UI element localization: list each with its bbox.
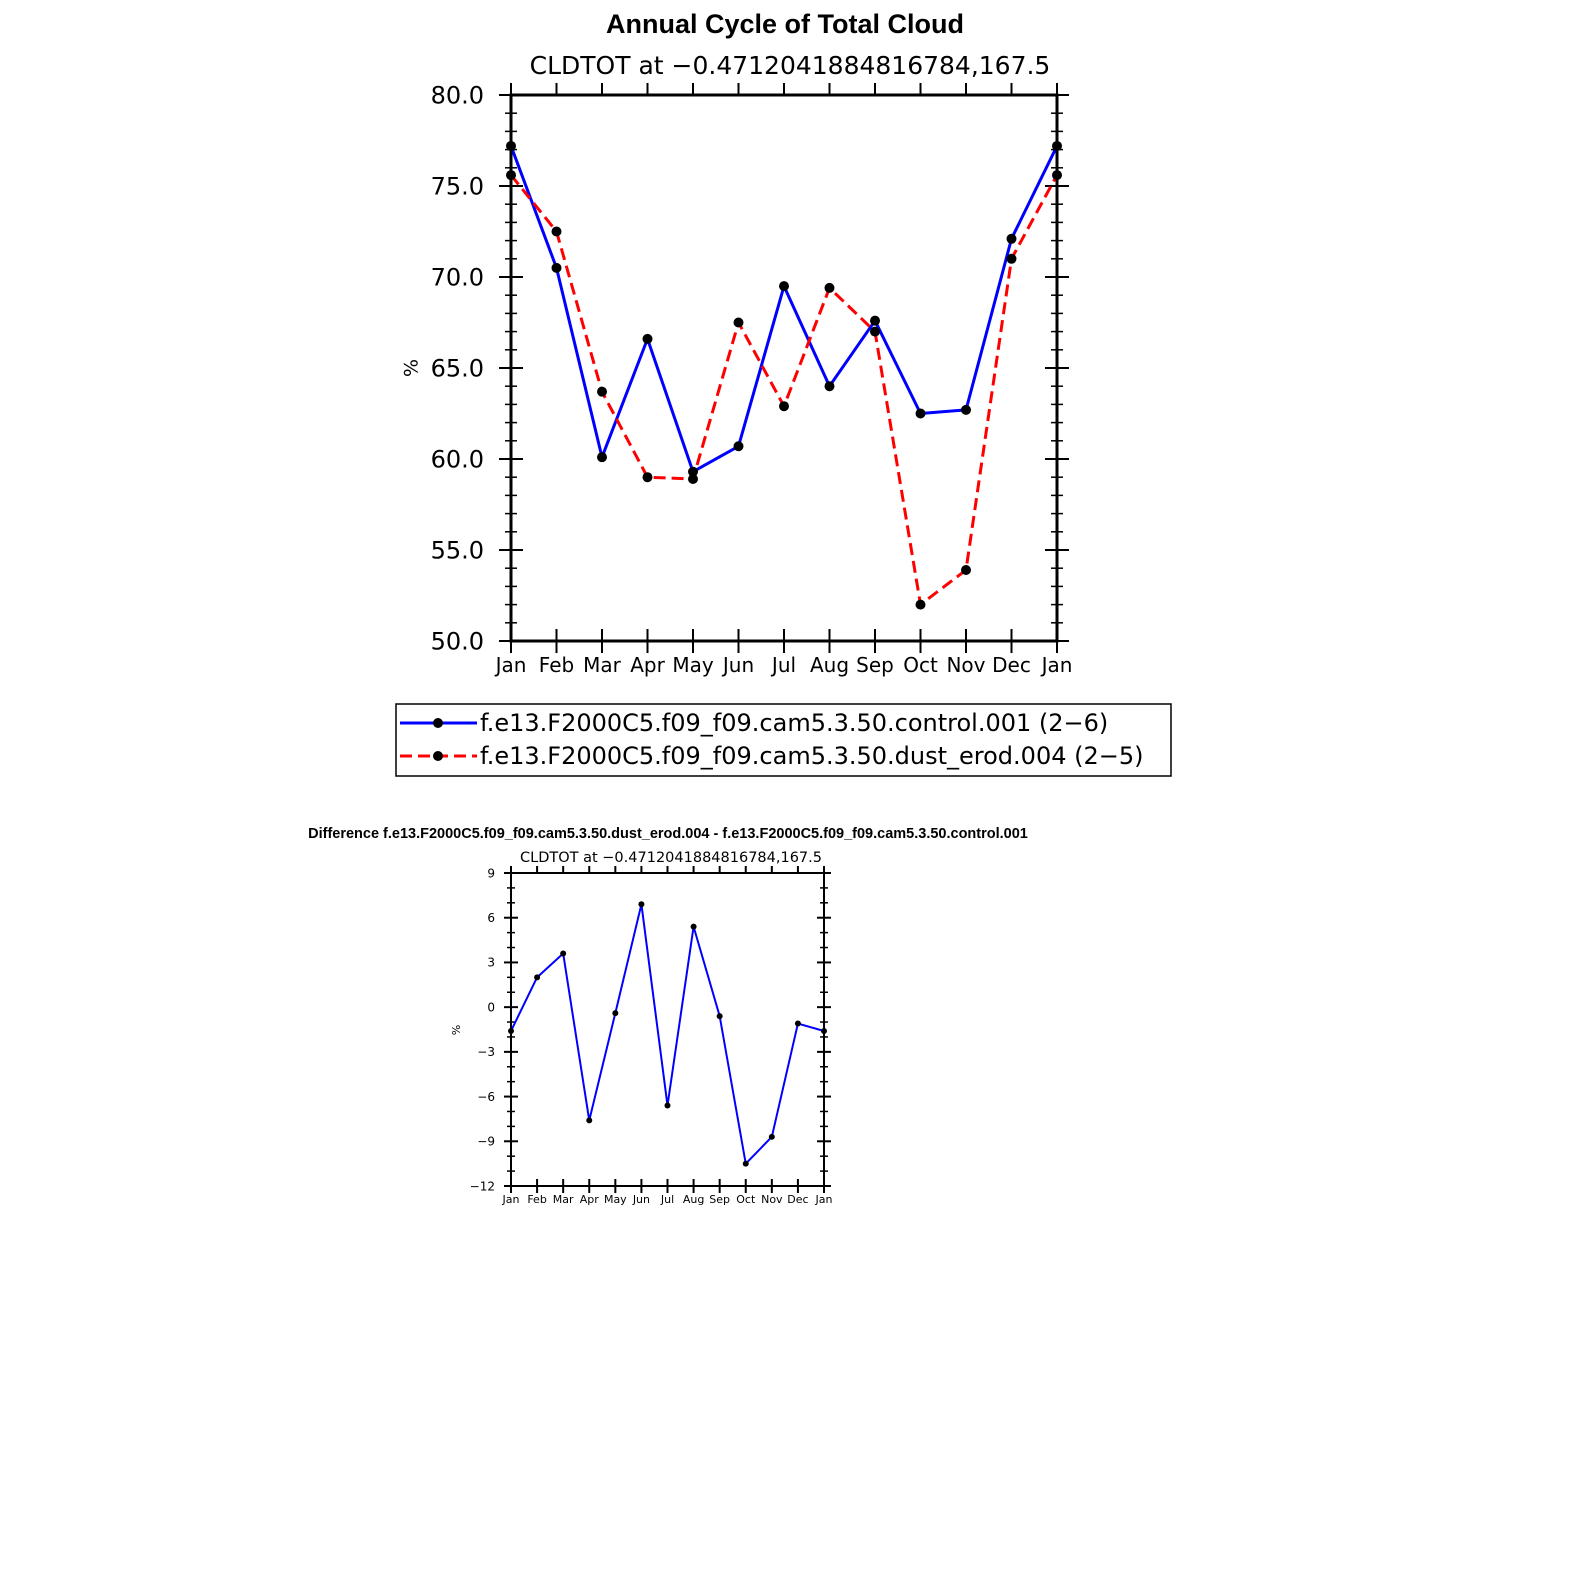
legend-control-label: f.e13.F2000C5.f09_f09.cam5.3.50.control.… [480,709,1108,737]
top-chart-subtitle: CLDTOT at −0.4712041884816784,167.5 [530,51,1051,80]
top-chart-data-point [824,381,835,392]
top-chart-ytick-label: 75.0 [431,173,484,201]
bottom-chart-data-point [586,1117,593,1124]
top-chart-series-line-1 [509,145,1059,474]
top-chart-data-point [779,401,789,412]
top-chart-data-point [551,262,562,273]
top-chart-xtick-label: Jun [721,653,754,677]
top-chart-ytick-label: 60.0 [431,446,484,474]
top-chart-data-point [870,315,880,326]
top-chart-xtick-label: Jan [1040,653,1073,677]
bottom-chart-data-point [638,901,645,908]
bottom-chart-ytick-label: 3 [487,956,495,970]
bottom-chart-xtick-label: Jan [815,1193,833,1206]
top-chart-series-line-2 [509,174,1059,607]
bottom-chart-series [508,901,827,1167]
top-chart-data-point [915,408,926,419]
bottom-chart-ytick-label: 6 [487,911,495,925]
bottom-chart-xtick-label: Mar [553,1193,574,1206]
top-chart-frame [509,93,1059,643]
top-chart-xtick-label: Nov [946,653,985,677]
top-chart-ytick-label: 50.0 [431,628,484,656]
bottom-chart-ytick-label: −6 [477,1090,495,1104]
bottom-chart-xtick-label: Feb [527,1193,546,1206]
bottom-chart-xtick-label: Jan [502,1193,520,1206]
bottom-chart-ylabel: % [450,1025,463,1035]
top-chart-data-point [733,441,744,452]
top-chart-xtick-label: Feb [539,653,574,677]
top-chart-data-point [551,226,562,237]
bottom-chart-xtick-label: Aug [683,1193,704,1206]
bottom-chart-xtick-label: Jul [660,1193,674,1206]
top-chart-data-point [733,317,744,328]
top-chart-xtick-label: Mar [583,653,622,677]
bottom-chart-data-point [612,1010,619,1017]
top-chart-title: Annual Cycle of Total Cloud [606,9,964,39]
bottom-chart-ytick-label: −12 [470,1179,495,1193]
top-chart-xtick-label: Dec [992,653,1031,677]
bottom-chart-xtick-label: Jun [632,1193,650,1206]
top-chart-xtick-label: May [672,653,714,677]
bottom-chart-frame [510,872,825,1187]
bottom-chart-title: Difference f.e13.F2000C5.f09_f09.cam5.3.… [308,826,1028,842]
bottom-chart-ytick-label: −9 [477,1135,495,1149]
top-chart-data-point [915,599,926,610]
top-chart-ytick-label: 80.0 [431,82,484,110]
top-chart-series [506,140,1062,610]
top-chart-data-point [642,333,653,344]
bottom-chart-data-point [794,1020,801,1027]
bottom-chart-xtick-label: Sep [709,1193,730,1206]
bottom-chart-data-point [716,1013,723,1020]
bottom-chart-data-point [768,1133,775,1140]
top-chart-data-point [961,404,971,415]
top-chart-ytick-label: 55.0 [431,537,484,565]
bottom-chart-xtick-label: Nov [761,1193,783,1206]
legend-dust-label: f.e13.F2000C5.f09_f09.cam5.3.50.dust_ero… [480,742,1143,770]
top-chart-data-point [870,326,880,337]
bottom-chart-xtick-label: Oct [736,1193,756,1206]
bottom-chart-data-point [534,974,541,981]
top-chart-xtick-label: Jan [494,653,527,677]
bottom-chart-xtick-label: Apr [580,1193,600,1206]
legend-control-marker [433,718,443,728]
top-chart-data-point [688,466,698,477]
bottom-chart-xtick-label: Dec [787,1193,808,1206]
top-chart-data-point [597,452,607,463]
bottom-chart-series-line-1 [510,903,825,1165]
top-chart-data-point [688,474,698,485]
bottom-chart-data-point [560,950,567,957]
top-chart-data-point [824,282,835,293]
top-chart-data-point [961,565,971,576]
top-chart-xtick-label: Apr [630,653,665,677]
bottom-chart-ytick-label: −3 [477,1045,495,1059]
bottom-chart-data-point [690,923,697,930]
bottom-chart-ytick-label: 9 [487,866,495,880]
bottom-chart-ticks: Jan Feb Mar Apr May Jun Jul Aug Sep Oct Nov Dec Jan−… [470,866,833,1206]
bottom-chart-xtick-label: May [604,1193,627,1206]
top-chart-data-point [597,386,607,397]
legend-dust-marker [433,751,443,761]
top-chart-xtick-label: Sep [856,653,894,677]
bottom-chart-subtitle: CLDTOT at −0.4712041884816784,167.5 [520,850,822,866]
top-chart-data-point [1006,253,1017,264]
bottom-chart-data-point [742,1160,749,1167]
top-chart-ytick-label: 70.0 [431,264,484,292]
top-chart-ylabel: % [401,359,423,377]
top-chart-xtick-label: Aug [810,653,849,677]
top-chart-data-point [779,281,789,292]
top-chart-ticks: Jan Feb Mar Apr May Jun Jul Aug Sep Oct Nov Dec Jan 5… [431,82,1073,677]
top-chart-ytick-label: 65.0 [431,355,484,383]
top-chart-xtick-label: Oct [903,653,938,677]
top-chart-xtick-label: Jul [770,653,796,677]
top-chart-data-point [1006,233,1017,244]
bottom-chart-data-point [664,1102,671,1109]
legend-box [395,703,1172,777]
bottom-chart-ytick-label: 0 [487,1000,495,1014]
top-chart-data-point [642,472,653,483]
